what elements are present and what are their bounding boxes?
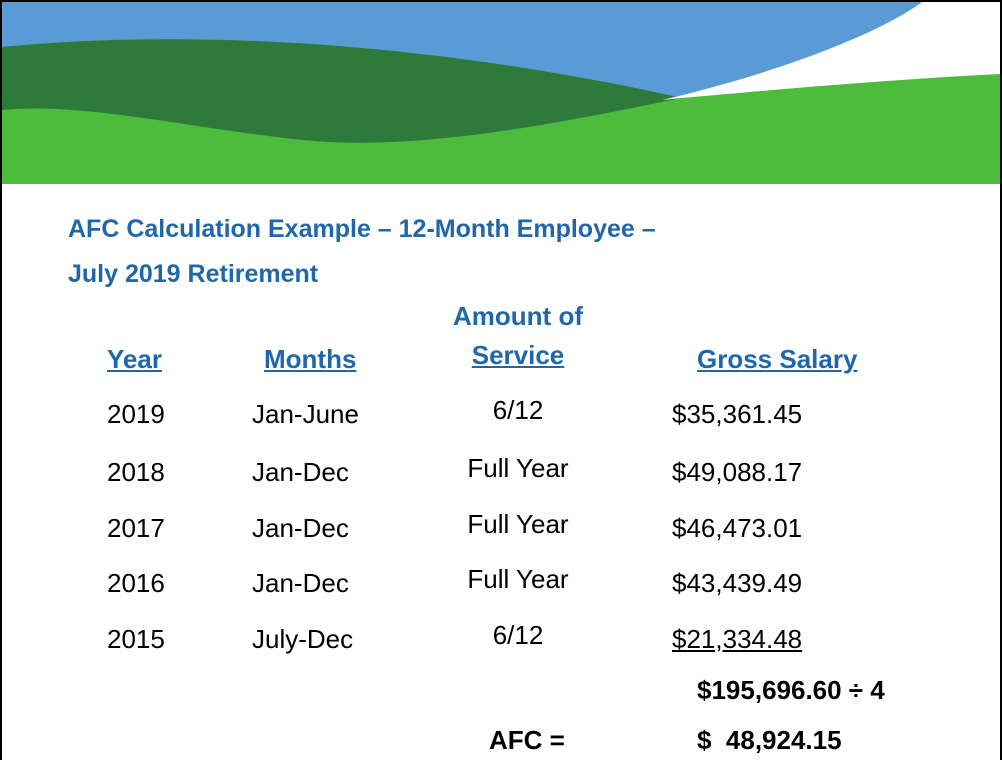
total: $195,696.60 ÷ 4 (697, 675, 885, 705)
column-header: Months (264, 344, 356, 374)
table-cell: 2017 (107, 513, 165, 543)
table-cell: 2019 (107, 399, 165, 429)
table-cell: $43,439.49 (672, 568, 802, 598)
result-label: AFC = (489, 725, 565, 755)
table-cell: Jan-Dec (252, 513, 349, 543)
table-cell: Full Year (467, 453, 568, 483)
table-cell: $49,088.17 (672, 457, 802, 487)
table-cell: $35,361.45 (672, 399, 802, 429)
table-cell: 6/12 (493, 395, 544, 425)
table-cell: 2016 (107, 568, 165, 598)
table-cell: Jan-June (252, 399, 359, 429)
slide: AFC Calculation Example – 12-Month Emplo… (0, 0, 1002, 760)
table-cell: Full Year (467, 509, 568, 539)
result-value: $ 48,924.15 (697, 725, 842, 755)
table-cell: $21,334.48 (672, 624, 802, 654)
table-cell: 6/12 (493, 620, 544, 650)
table-cell: 2015 (107, 624, 165, 654)
column-header: Gross Salary (697, 344, 857, 374)
column-header: Service (472, 340, 565, 370)
table-cell: Jan-Dec (252, 568, 349, 598)
table-cell: Full Year (467, 564, 568, 594)
table-cell: July-Dec (252, 624, 353, 654)
header-waves (2, 2, 1000, 184)
title-line: AFC Calculation Example – 12-Month Emplo… (68, 214, 656, 244)
title-line: July 2019 Retirement (68, 259, 318, 289)
table-cell: $46,473.01 (672, 513, 802, 543)
table-cell: Jan-Dec (252, 457, 349, 487)
table-cell: 2018 (107, 457, 165, 487)
column-header: Amount of (453, 301, 583, 331)
column-header: Year (107, 344, 162, 374)
